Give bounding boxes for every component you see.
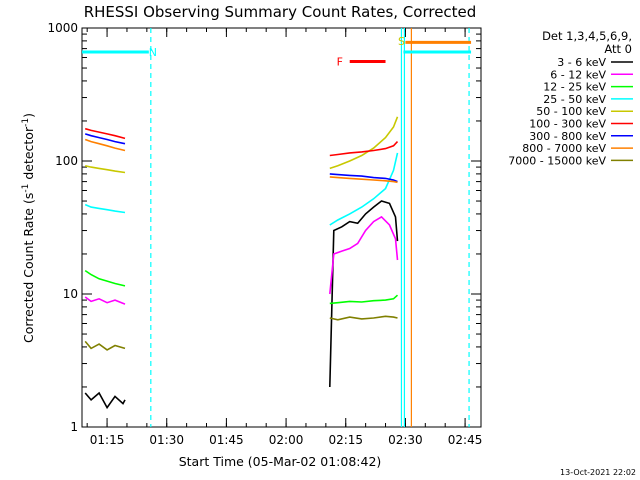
plot-frame xyxy=(81,27,482,428)
series-line-7000-15000-keV xyxy=(84,340,126,351)
legend-label: 50 - 100 keV xyxy=(536,105,606,118)
series-line-100-300-keV xyxy=(84,127,126,140)
x-tick-label: 02:30 xyxy=(388,433,423,447)
legend-label: 800 - 7000 keV xyxy=(522,142,606,155)
series-line-12-25-keV xyxy=(329,294,399,305)
series-line-25-50-keV xyxy=(329,152,399,226)
y-tick-label: 1 xyxy=(70,420,78,434)
series-line-800-7000-keV xyxy=(329,176,398,184)
legend-label: 3 - 6 keV xyxy=(557,56,606,69)
y-tick-label: 10 xyxy=(63,287,78,301)
x-tick-label: 02:45 xyxy=(448,433,483,447)
y-axis-label-close: ) xyxy=(21,113,36,118)
series-line-100-300-keV xyxy=(329,141,399,157)
footer-date: 13-Oct-2021 22:02 xyxy=(560,468,636,477)
series-line-300-800-keV xyxy=(329,173,398,183)
x-tick-label: 02:00 xyxy=(269,433,304,447)
y-tick-label: 1000 xyxy=(47,21,78,35)
series-layer xyxy=(84,116,399,410)
legend-label: 100 - 300 keV xyxy=(529,118,606,131)
series-line-3-6-keV xyxy=(329,200,399,388)
vertical-markers xyxy=(150,28,470,427)
flag-label: S xyxy=(398,35,405,48)
y-axis-label-sup: -1 xyxy=(21,184,31,193)
series-line-12-25-keV xyxy=(84,269,126,287)
x-tick-label: 02:15 xyxy=(328,433,363,447)
axes-layer: 1 10 100 1000 01:15 01:30 01:45 02:00 02:15 02:30… xyxy=(47,21,482,447)
series-line-50-100-keV xyxy=(329,116,399,170)
y-axis-label-sup-2: -1 xyxy=(21,118,31,127)
legend-header-line-2: Att 0 xyxy=(604,42,632,56)
legend-label: 7000 - 15000 keV xyxy=(508,154,606,167)
x-axis-label: Start Time (05-Mar-02 01:08:42) xyxy=(179,454,382,469)
chart-title: RHESSI Observing Summary Count Rates, Co… xyxy=(84,3,477,21)
flag-bars: N F S xyxy=(82,35,472,68)
series-line-6-12-keV xyxy=(84,296,126,305)
legend-label: 6 - 12 keV xyxy=(550,68,606,81)
x-tick-label: 01:15 xyxy=(90,433,125,447)
flag-label: N xyxy=(149,46,157,59)
y-axis-label-main: Corrected Count Rate (s xyxy=(21,193,36,343)
series-line-6-12-keV xyxy=(329,215,399,295)
series-line-800-7000-keV xyxy=(84,138,126,152)
flag-label: F xyxy=(337,55,343,68)
series-line-300-800-keV xyxy=(84,133,126,145)
legend-label: 25 - 50 keV xyxy=(543,93,606,106)
y-axis-label-tail: detector xyxy=(21,126,36,184)
series-line-50-100-keV xyxy=(85,165,126,174)
x-tick-label: 01:30 xyxy=(149,433,184,447)
y-tick-label: 100 xyxy=(55,154,78,168)
y-axis-label: Corrected Count Rate (s-1 detector-1) xyxy=(21,113,36,343)
series-line-7000-15000-keV xyxy=(329,315,398,321)
x-tick-label: 01:45 xyxy=(209,433,244,447)
legend-header-line-1: Det 1,3,4,5,6,9, xyxy=(542,29,632,43)
series-line-25-50-keV xyxy=(84,203,126,214)
legend-label: 12 - 25 keV xyxy=(543,81,606,94)
series-line-3-6-keV xyxy=(84,391,126,410)
legend-label: 300 - 800 keV xyxy=(529,130,606,143)
